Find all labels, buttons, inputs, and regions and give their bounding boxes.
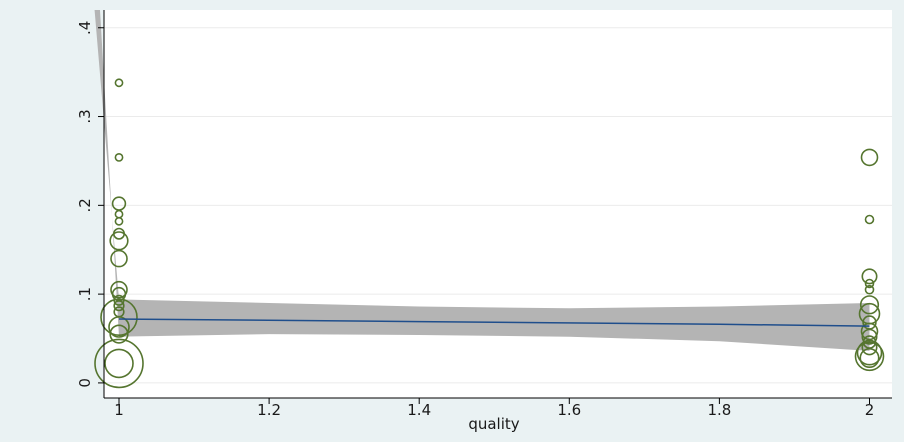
data-point-23 xyxy=(859,295,880,315)
data-point-20 xyxy=(861,268,878,285)
data-point-8 xyxy=(110,280,128,299)
data-point-15 xyxy=(109,324,129,344)
data-point-1 xyxy=(114,152,124,162)
x-tick-label-2: 1.4 xyxy=(407,401,431,419)
gridlines xyxy=(104,27,892,384)
data-point-26 xyxy=(860,322,879,341)
confidence-band xyxy=(94,10,870,351)
y-tick-label-4: .4 xyxy=(76,21,94,35)
y-tick-label-0: 0 xyxy=(76,378,94,388)
data-point-21 xyxy=(864,278,875,289)
x-tick-label-3: 1.6 xyxy=(557,401,581,419)
fit-line-group xyxy=(118,318,870,327)
data-point-18 xyxy=(860,148,879,167)
y-tick-label-3: .3 xyxy=(76,109,94,123)
y-tick-labels: 0 .1 .2 .3 .4 xyxy=(76,21,104,388)
data-point-7 xyxy=(110,249,128,268)
x-tick-label-1: 1.2 xyxy=(257,401,281,419)
data-point-16 xyxy=(94,338,144,389)
data-points xyxy=(94,78,885,389)
y-tick-label-1: .1 xyxy=(76,287,94,301)
x-tick-label-5: 2 xyxy=(865,401,875,419)
data-point-11 xyxy=(113,300,125,312)
data-point-13 xyxy=(100,298,138,337)
data-point-22 xyxy=(864,284,875,295)
data-point-32 xyxy=(859,347,880,368)
data-point-14 xyxy=(108,316,130,338)
x-tick-labels: 1 1.2 1.4 1.6 1.8 2 xyxy=(114,398,874,419)
data-point-30 xyxy=(856,339,883,366)
x-axis-label: quality xyxy=(468,415,519,433)
data-point-27 xyxy=(861,328,878,345)
confidence-band-area xyxy=(94,10,870,351)
x-tick-label-4: 1.8 xyxy=(707,401,731,419)
data-point-31 xyxy=(854,341,885,372)
data-point-0 xyxy=(114,78,124,88)
x-tick-label-0: 1 xyxy=(114,401,124,419)
data-point-6 xyxy=(109,231,129,251)
axes xyxy=(103,10,892,399)
y-tick-label-2: .2 xyxy=(76,198,94,212)
data-point-4 xyxy=(114,216,124,226)
fit-line xyxy=(118,318,870,327)
data-point-17 xyxy=(104,348,134,379)
data-point-19 xyxy=(864,214,875,225)
